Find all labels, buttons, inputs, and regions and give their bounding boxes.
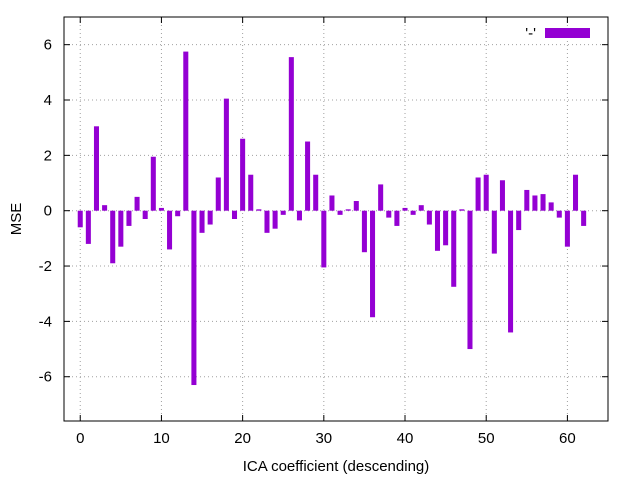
x-axis-label: ICA coefficient (descending) [243,458,430,475]
bar [231,210,238,219]
bar [337,210,343,215]
x-tick-label: 0 [76,430,84,447]
bar [483,174,489,211]
bar [207,210,213,225]
bar [248,174,254,211]
bar [85,210,91,244]
bar [361,210,367,253]
bar [313,174,319,211]
legend: '-' [525,25,590,42]
bars [77,51,587,386]
bar [443,210,449,246]
bar [118,210,124,247]
bar [134,196,140,211]
bar [175,210,181,217]
y-axis-label: MSE [8,203,25,236]
bar [499,180,505,211]
bar [223,98,229,211]
bar [126,210,132,226]
y-tick-label: -4 [39,313,52,330]
bar [199,210,205,233]
bar [142,210,148,219]
grid [64,17,608,421]
x-tick-label: 10 [153,430,170,447]
x-tick-label: 30 [315,430,332,447]
x-tick-label: 40 [397,430,414,447]
y-tick-label: 0 [44,203,52,220]
bar [191,210,197,386]
bar [508,210,514,333]
bar [296,210,302,221]
bar [240,138,246,211]
bar [467,210,473,350]
bar [150,156,156,211]
bar [288,57,294,211]
y-tick-label: 4 [44,92,52,109]
bar [386,210,392,218]
bar [215,177,221,211]
bar [378,184,384,211]
bar [459,209,465,211]
bar [77,210,83,228]
bar [93,126,99,211]
bar [532,195,538,211]
bar [329,195,335,211]
bar [321,210,327,268]
bar [158,207,164,211]
bar [110,210,116,264]
x-tick-label: 50 [478,430,495,447]
y-tick-label: 2 [44,147,52,164]
bar [548,202,554,211]
bar [280,210,286,215]
bar [353,201,359,211]
y-tick-label: -6 [39,369,52,386]
bar [102,205,108,211]
plot-frame [63,16,609,422]
bar [451,210,457,287]
bar [345,209,351,211]
legend-swatch [545,28,590,38]
bar [516,210,522,231]
x-tick-label: 20 [234,430,251,447]
bar [581,210,587,226]
bar [564,210,570,247]
bar [491,210,497,254]
y-tick-label: -2 [39,258,52,275]
bar [264,210,270,233]
bar [418,205,424,211]
bar [556,210,562,218]
bar [167,210,173,250]
x-tick-label: 60 [559,430,576,447]
bar [475,177,481,211]
bar [394,210,400,226]
bar [540,194,546,211]
bar [434,210,441,251]
bar [402,207,408,211]
bar [426,210,432,225]
bar [573,174,579,211]
bar [410,210,416,215]
bar [256,209,262,211]
bar [370,210,376,318]
bar [524,189,530,211]
legend-label: '-' [525,25,536,42]
bar [272,210,278,229]
bar [183,51,189,211]
y-tick-label: 6 [44,37,52,54]
bar [305,141,311,211]
